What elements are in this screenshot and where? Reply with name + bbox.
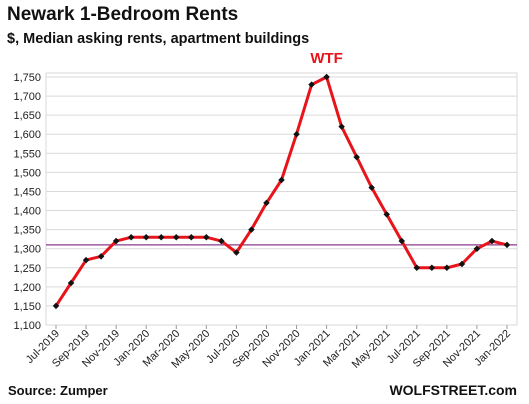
data-point [293, 130, 300, 138]
data-point [413, 264, 421, 272]
data-point [112, 237, 120, 245]
source-note: Source: Zumper [8, 383, 108, 398]
data-point [488, 237, 496, 245]
data-point [218, 237, 225, 245]
data-point [248, 226, 255, 233]
data-point [67, 279, 75, 287]
brand-watermark: WOLFSTREET.com [389, 382, 517, 398]
data-point [157, 233, 165, 241]
data-point [233, 249, 240, 256]
data-point [173, 233, 180, 241]
y-tick-label: 1,250 [13, 263, 41, 275]
y-tick-label: 1,200 [13, 282, 41, 294]
data-point [443, 264, 451, 272]
y-tick-label: 1,400 [13, 206, 41, 218]
y-tick-label: 1,450 [13, 186, 41, 198]
chart-subtitle: $, Median asking rents, apartment buildi… [7, 31, 310, 47]
data-point [263, 199, 270, 207]
data-point [142, 233, 150, 241]
annotation-label: WTF [310, 50, 342, 67]
y-tick-label: 1,650 [13, 110, 41, 122]
data-point [398, 237, 406, 245]
data-point [503, 241, 511, 249]
data-point [97, 253, 105, 260]
y-tick-label: 1,500 [13, 167, 41, 179]
data-point [428, 264, 436, 272]
y-tick-label: 1,700 [13, 91, 41, 103]
chart-title: Newark 1-Bedroom Rents [7, 4, 239, 25]
data-point [278, 176, 285, 184]
data-point [458, 260, 466, 268]
y-tick-label: 1,750 [13, 72, 41, 84]
data-point [203, 233, 210, 241]
y-tick-label: 1,600 [13, 129, 41, 141]
data-point [188, 233, 195, 241]
data-point [353, 153, 360, 161]
data-point [323, 73, 330, 81]
y-tick-label: 1,550 [13, 148, 41, 160]
y-tick-label: 1,300 [13, 244, 41, 256]
y-tick-label: 1,150 [13, 301, 41, 313]
data-point [383, 211, 390, 218]
data-point [473, 245, 481, 252]
y-tick-label: 1,350 [13, 225, 41, 237]
data-point [338, 123, 345, 130]
data-point [368, 184, 375, 191]
data-point [127, 233, 135, 241]
y-tick-label: 1,100 [13, 320, 41, 332]
